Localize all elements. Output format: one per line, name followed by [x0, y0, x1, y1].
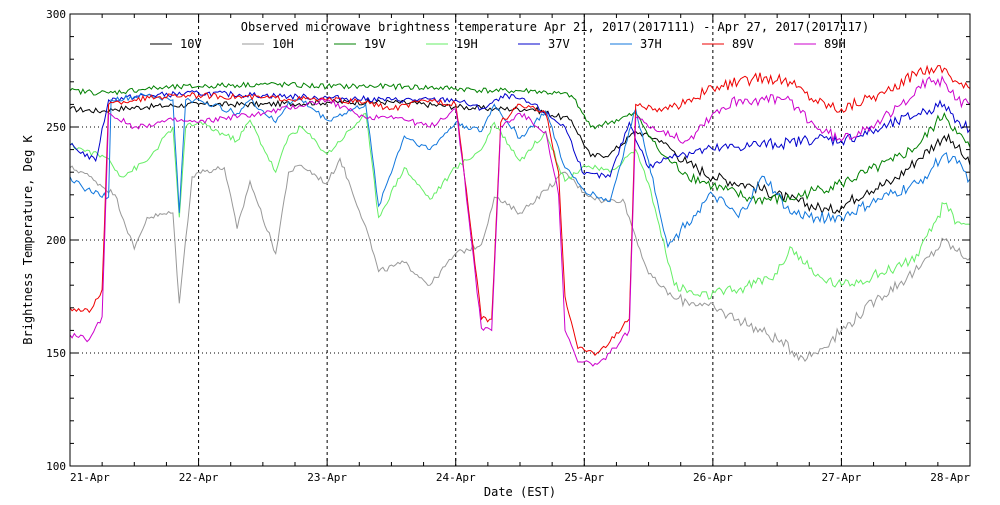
legend-label-19H: 19H: [456, 37, 478, 51]
series-line-19H: [69, 112, 971, 300]
legend-label-19V: 19V: [364, 37, 386, 51]
x-tick-label: 21-Apr: [70, 471, 110, 484]
legend-label-37V: 37V: [548, 37, 570, 51]
x-tick-label: 25-Apr: [564, 471, 604, 484]
x-tick-label: 28-Apr: [930, 471, 970, 484]
x-tick-label: 23-Apr: [307, 471, 347, 484]
y-tick-label: 100: [46, 460, 66, 473]
series-line-10H: [69, 157, 971, 362]
legend-label-37H: 37H: [640, 37, 662, 51]
series-line-37H: [69, 92, 971, 249]
x-tick-label: 26-Apr: [693, 471, 733, 484]
legend: 10V 10H 19V 19H 37V 37H 89V 89H: [150, 37, 846, 51]
x-tick-label: 27-Apr: [822, 471, 862, 484]
series-line-19V: [69, 81, 971, 206]
legend-label-10V: 10V: [180, 37, 202, 51]
chart-title: Observed microwave brightness temperatur…: [241, 20, 870, 34]
series-line-10V: [69, 98, 971, 215]
y-axis-title: Brightness Temperature, Deg K: [21, 134, 35, 344]
series-line-89V: [69, 64, 971, 356]
x-axis-title: Date (EST): [484, 485, 556, 499]
legend-label-10H: 10H: [272, 37, 294, 51]
axis-ticks: 100 150 200 250 300 21-Apr 22-Apr 23-Apr 24-Apr 2…: [46, 8, 971, 484]
x-tick-label: 24-Apr: [436, 471, 476, 484]
series-line-37V: [69, 90, 971, 179]
series-layer: [69, 64, 971, 367]
y-tick-label: 250: [46, 121, 66, 134]
grid-lines: [70, 14, 970, 466]
y-tick-label: 150: [46, 347, 66, 360]
legend-label-89V: 89V: [732, 37, 754, 51]
y-tick-label: 300: [46, 8, 66, 21]
legend-label-89H: 89H: [824, 37, 846, 51]
x-tick-label: 22-Apr: [179, 471, 219, 484]
y-tick-label: 200: [46, 234, 66, 247]
series-line-89H: [69, 75, 971, 367]
